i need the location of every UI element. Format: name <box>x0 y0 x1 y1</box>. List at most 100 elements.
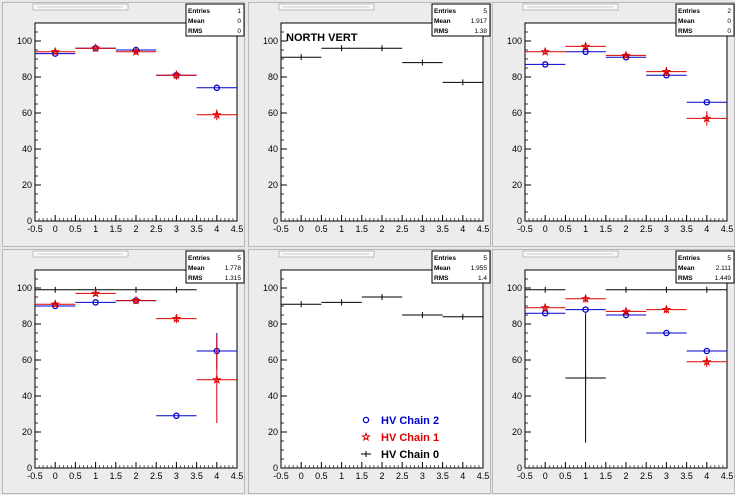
x-tick-label: 3.5 <box>190 471 203 481</box>
x-tick-label: 0.5 <box>69 471 82 481</box>
x-tick-label: 1 <box>93 471 98 481</box>
x-tick-label: 4.5 <box>231 471 244 481</box>
series-chain0 <box>525 286 727 443</box>
y-tick-label: 100 <box>263 36 278 46</box>
star-marker <box>212 109 222 119</box>
legend-entry-chain1: HV Chain 1 <box>361 431 439 444</box>
x-tick-label: 0 <box>53 471 58 481</box>
pad-1: 0 20 40 60 80 100 -0.5 0 0.5 1 1.5 2 2.5 3 3.5 4 4.5 Entr… <box>2 2 245 247</box>
x-tick-label: 2.5 <box>396 224 409 234</box>
star-marker <box>580 293 591 303</box>
x-tick-label: 2 <box>623 224 628 234</box>
star-marker <box>212 374 222 384</box>
x-tick-label: -0.5 <box>27 224 43 234</box>
star-marker <box>361 431 371 442</box>
x-tick-label: 4 <box>704 224 709 234</box>
stats-label-entries: Entries <box>434 8 456 15</box>
series-chain2 <box>525 48 727 106</box>
series-chain0 <box>281 45 483 86</box>
stats-label-rms: RMS <box>434 28 449 35</box>
x-tick-label: 0.5 <box>559 224 572 234</box>
stats-label-mean: Mean <box>188 265 205 272</box>
y-tick-label: 40 <box>22 144 32 154</box>
legend-label: HV Chain 2 <box>381 415 439 427</box>
y-tick-label: 60 <box>268 355 278 365</box>
x-tick-label: 4 <box>214 471 219 481</box>
x-tick-label: 2 <box>133 224 138 234</box>
y-tick-label: 0 <box>517 463 522 473</box>
stats-label-mean: Mean <box>434 18 451 25</box>
plot-frame <box>34 22 238 222</box>
x-tick-label: 4.5 <box>721 224 734 234</box>
x-tick-label: 4 <box>460 471 465 481</box>
series-chain1 <box>35 288 237 423</box>
stats-label-entries: Entries <box>678 8 700 15</box>
stats-value-entries: 5 <box>483 255 487 262</box>
star-marker <box>171 70 182 80</box>
plot-frame <box>280 269 484 469</box>
star-marker <box>702 356 712 366</box>
x-tick-label: 3 <box>174 471 179 481</box>
x-tick-label: 2.5 <box>396 471 409 481</box>
y-tick-label: 100 <box>507 283 522 293</box>
y-tick-label: 40 <box>22 391 32 401</box>
y-tick-label: 100 <box>17 283 32 293</box>
stats-value-mean: 2.111 <box>716 265 732 272</box>
x-tick-label: 3.5 <box>680 224 693 234</box>
x-tick-label: 2 <box>379 471 384 481</box>
y-tick-label: 80 <box>512 72 522 82</box>
stats-label-mean: Mean <box>188 18 205 25</box>
stats-value-entries: 2 <box>727 8 731 15</box>
star-marker <box>50 299 60 309</box>
y-tick-label: 60 <box>268 108 278 118</box>
stats-label-rms: RMS <box>678 275 693 282</box>
circle-marker <box>582 48 589 56</box>
pad-4: 0 20 40 60 80 100 -0.5 0 0.5 1 1.5 2 2.5 3 3.5 4 4.5 Entr… <box>2 249 245 494</box>
stats-label-mean: Mean <box>678 18 695 25</box>
stats-label-rms: RMS <box>678 28 693 35</box>
star-marker <box>131 295 141 305</box>
stats-box <box>431 3 491 37</box>
y-tick-label: 60 <box>22 108 32 118</box>
y-tick-label: 0 <box>27 216 32 226</box>
x-tick-label: 3.5 <box>436 224 449 234</box>
y-tick-label: 80 <box>268 72 278 82</box>
x-tick-label: 0.5 <box>315 471 328 481</box>
star-marker <box>540 46 550 56</box>
star-marker <box>171 313 182 323</box>
x-tick-label: 2.5 <box>640 224 653 234</box>
pad-5: 0 20 40 60 80 100 -0.5 0 0.5 1 1.5 2 2.5 3 3.5 4 4.5 Entr… <box>248 249 491 494</box>
plot-area <box>35 23 237 221</box>
x-tick-label: -0.5 <box>517 224 533 234</box>
circle-marker <box>582 306 589 313</box>
x-tick-label: 1 <box>583 471 588 481</box>
y-tick-label: 20 <box>22 427 32 437</box>
x-tick-label: 0 <box>299 471 304 481</box>
series-chain1 <box>35 43 237 121</box>
star-marker <box>580 41 591 51</box>
circle-marker <box>173 412 180 420</box>
pad-6: 0 20 40 60 80 100 -0.5 0 0.5 1 1.5 2 2.5 3 3.5 4 4.5 Entr… <box>492 249 735 494</box>
stats-value-rms: 1.4 <box>478 275 487 282</box>
x-tick-label: 3 <box>420 471 425 481</box>
y-tick-label: 60 <box>22 355 32 365</box>
y-tick-label: 40 <box>512 144 522 154</box>
legend-entry-chain2: HV Chain 2 <box>362 415 439 427</box>
y-tick-label: 20 <box>268 180 278 190</box>
x-tick-label: 4 <box>214 224 219 234</box>
y-tick-label: 60 <box>512 355 522 365</box>
circle-marker <box>703 98 711 106</box>
x-tick-label: 1.5 <box>356 471 369 481</box>
stats-value-entries: 5 <box>483 8 487 15</box>
x-tick-label: 2 <box>133 471 138 481</box>
star-marker <box>661 304 672 314</box>
y-tick-label: 0 <box>273 463 278 473</box>
stats-box <box>675 3 735 37</box>
circle-marker <box>663 329 670 337</box>
star-marker <box>50 46 60 56</box>
stats-value-rms: 0 <box>237 28 241 35</box>
stats-label-mean: Mean <box>434 265 451 272</box>
stats-box <box>185 250 245 284</box>
